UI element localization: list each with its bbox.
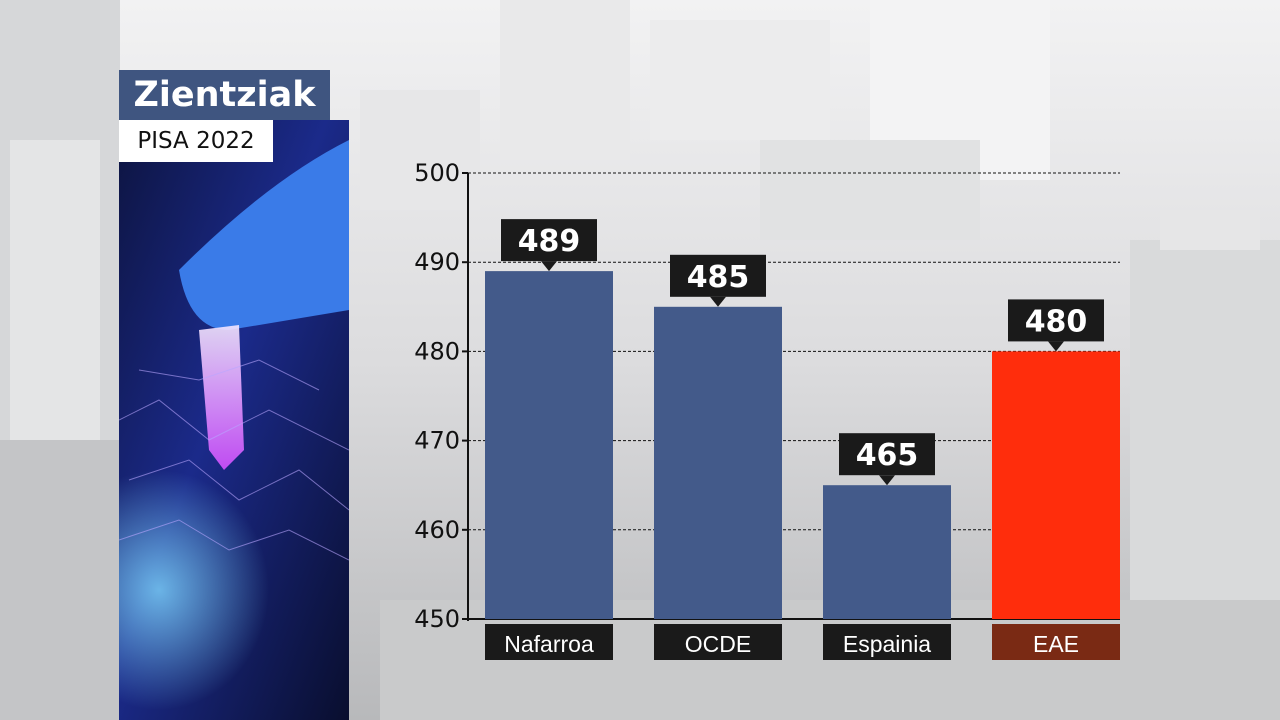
y-tick-label: 470 — [414, 427, 460, 455]
chart-title: Zientziak — [119, 70, 330, 120]
data-label: 465 — [856, 438, 919, 473]
category-label-bg — [654, 624, 782, 660]
category-label-bg — [823, 624, 951, 660]
data-label: 480 — [1025, 304, 1088, 339]
value-callout-pointer — [1048, 341, 1064, 352]
y-tick-label: 490 — [414, 248, 460, 276]
bar — [992, 351, 1120, 619]
value-callout-bg — [670, 254, 766, 297]
y-tick-label: 500 — [414, 159, 460, 187]
bar — [654, 306, 782, 619]
category-label: Espainia — [843, 631, 931, 657]
y-tick-label: 480 — [414, 337, 460, 365]
bar — [485, 271, 613, 619]
category-label-bg — [485, 624, 613, 660]
category-label: OCDE — [685, 631, 751, 657]
value-callout-bg — [1008, 299, 1104, 342]
data-label: 485 — [687, 260, 750, 295]
category-label: EAE — [1033, 631, 1079, 657]
value-callout-bg — [501, 219, 597, 262]
value-callout-pointer — [541, 261, 557, 272]
bar — [823, 485, 951, 619]
category-label: Nafarroa — [504, 631, 594, 657]
y-tick-label: 450 — [414, 605, 460, 633]
category-label-bg — [992, 624, 1120, 660]
value-callout-pointer — [879, 475, 895, 486]
value-callout-pointer — [710, 296, 726, 307]
chart-subtitle: PISA 2022 — [119, 120, 273, 162]
data-label: 489 — [518, 224, 581, 259]
value-callout-bg — [839, 433, 935, 476]
science-photo — [119, 120, 349, 720]
y-tick-label: 460 — [414, 516, 460, 544]
